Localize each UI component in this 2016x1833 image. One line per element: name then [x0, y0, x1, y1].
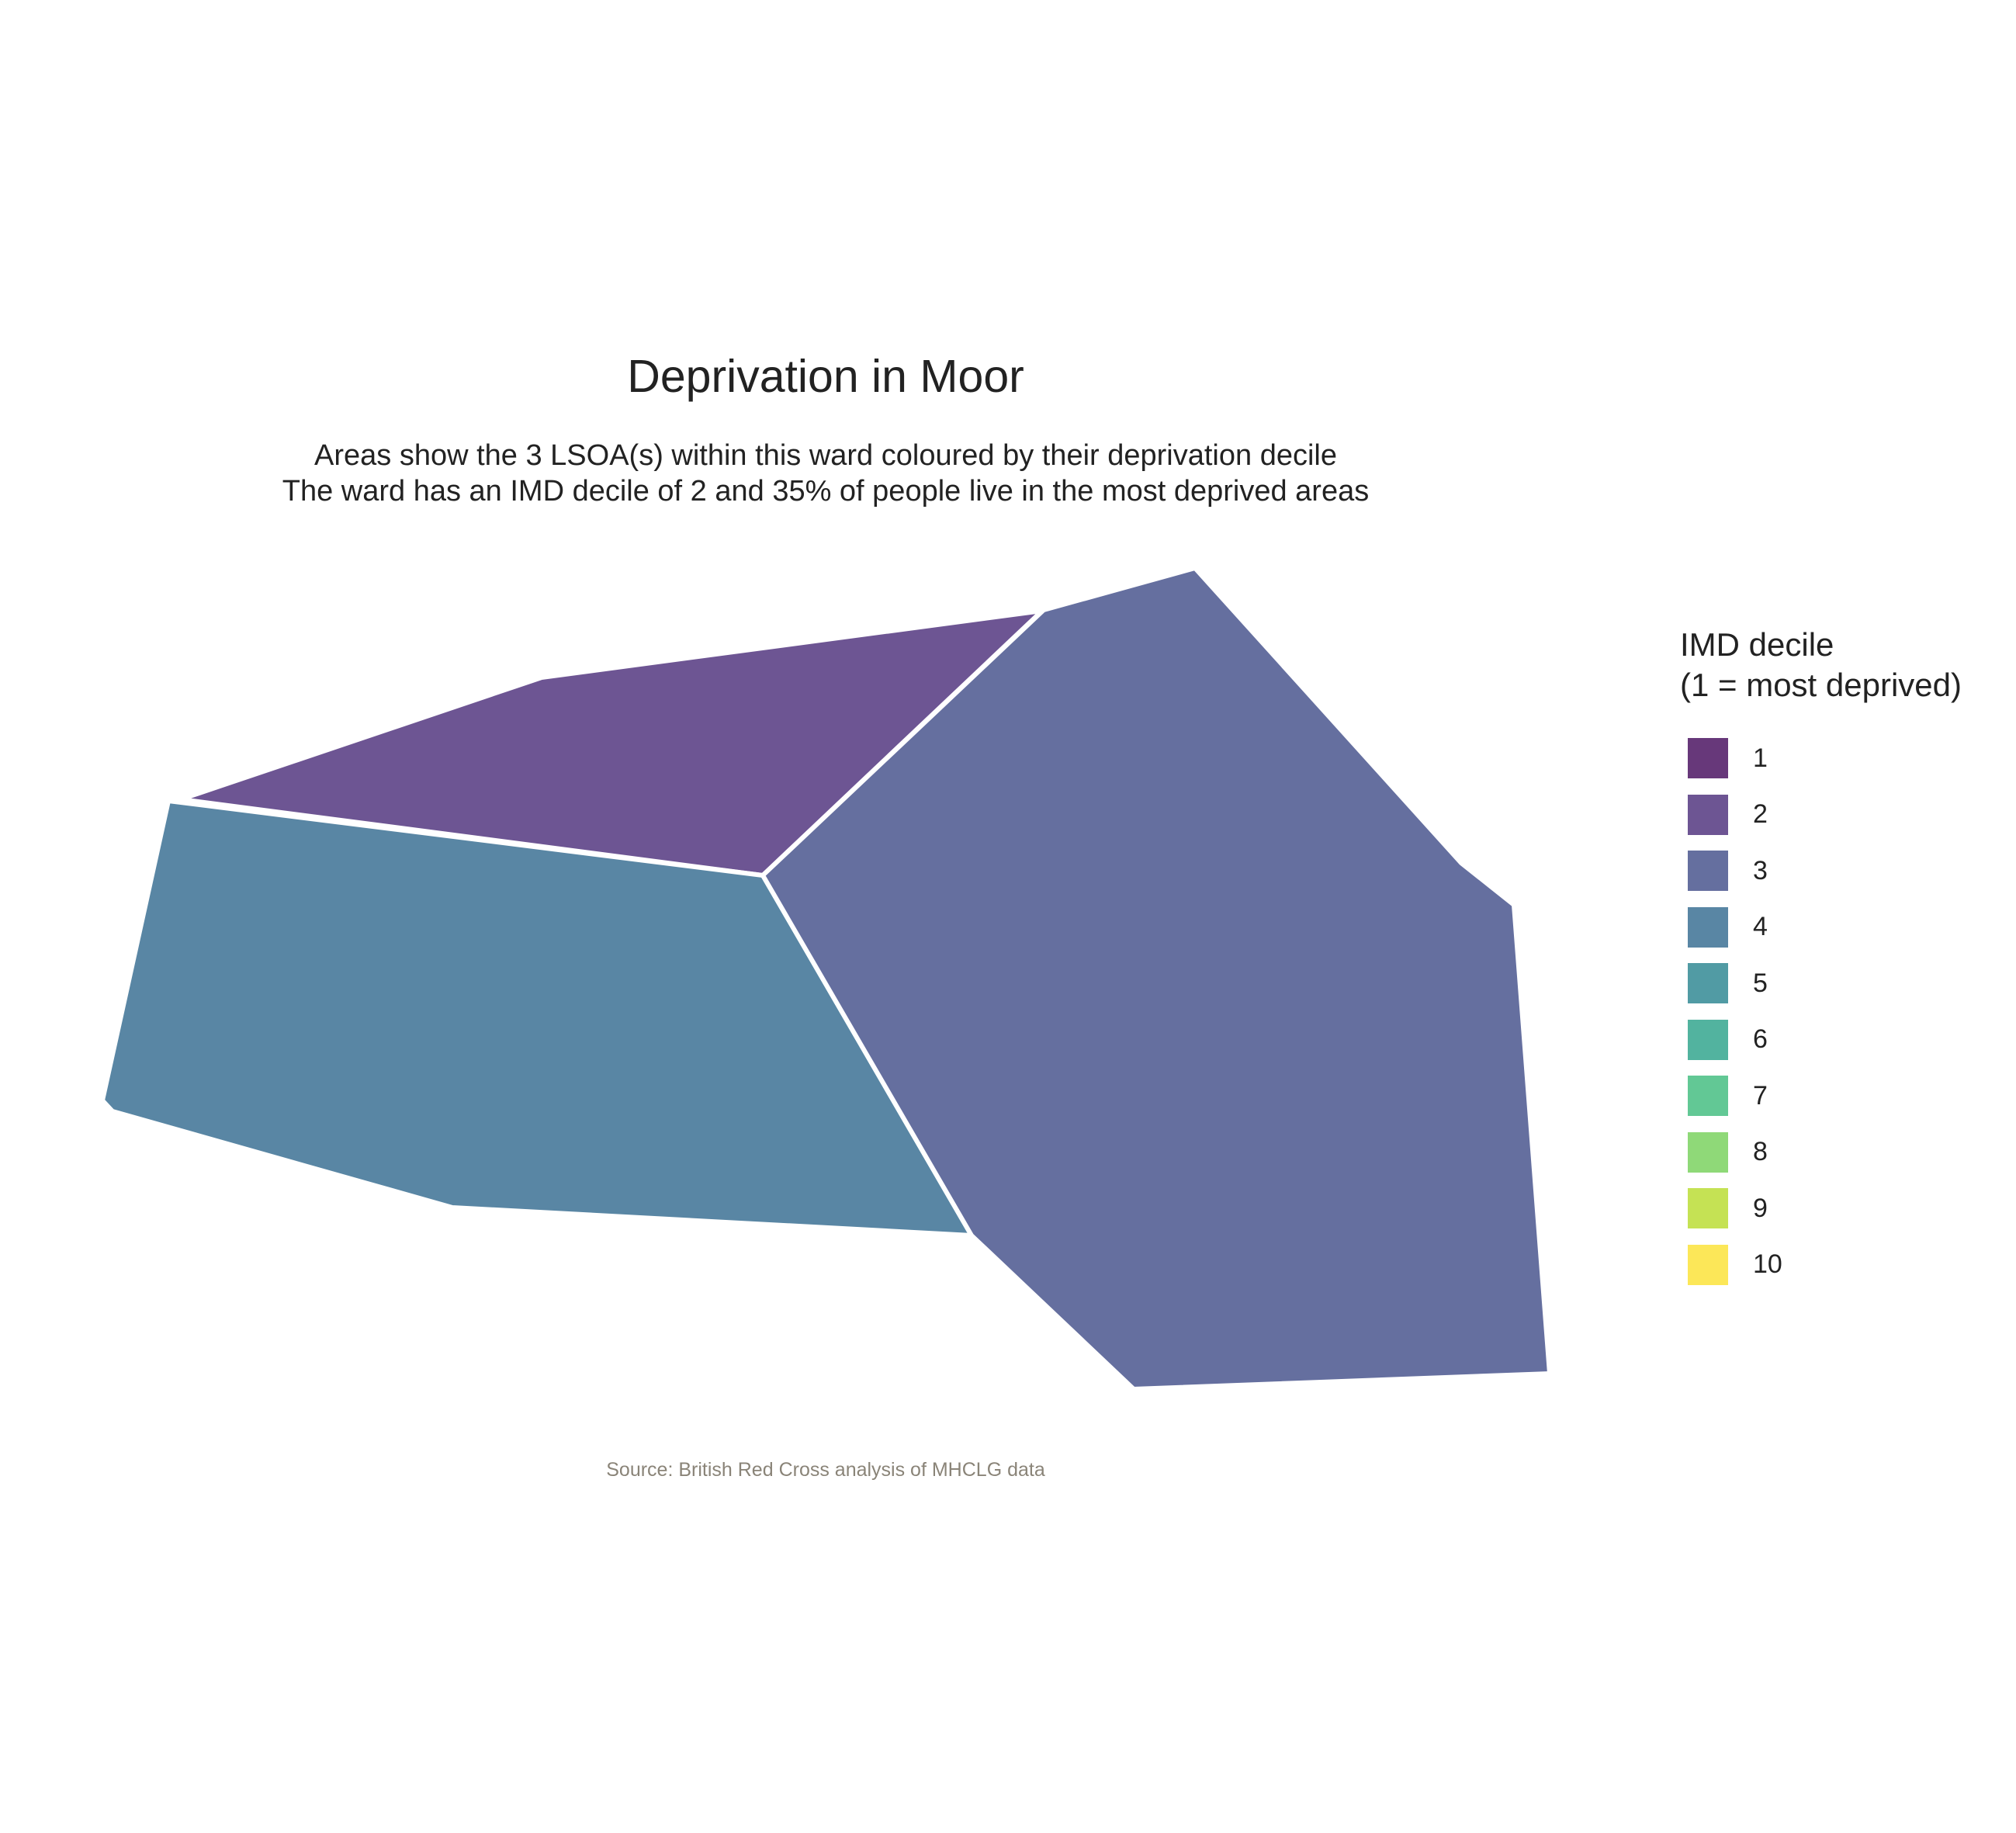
legend-swatch — [1688, 794, 1728, 835]
legend-item-decile-9: 9 — [1680, 1180, 1962, 1237]
legend-item-decile-3: 3 — [1680, 843, 1962, 899]
legend-label: 9 — [1753, 1193, 1768, 1223]
legend-item-decile-5: 5 — [1680, 955, 1962, 1012]
legend-swatch — [1688, 1244, 1728, 1285]
legend-label: 8 — [1753, 1137, 1768, 1167]
legend-item-decile-6: 6 — [1680, 1012, 1962, 1069]
legend-title-line-1: IMD decile — [1680, 626, 1834, 663]
legend-label: 10 — [1753, 1249, 1782, 1280]
legend-item-decile-1: 1 — [1680, 730, 1962, 787]
legend-swatch — [1688, 1131, 1728, 1173]
legend-swatch — [1688, 738, 1728, 779]
legend-label: 7 — [1753, 1080, 1768, 1111]
legend-label: 5 — [1753, 968, 1768, 998]
legend-item-decile-7: 7 — [1680, 1068, 1962, 1124]
map-caption: Source: British Red Cross analysis of MH… — [606, 1459, 1045, 1481]
legend-swatch — [1688, 963, 1728, 1004]
legend-swatch — [1688, 851, 1728, 892]
legend-title-line-2: (1 = most deprived) — [1680, 667, 1962, 703]
legend-label: 1 — [1753, 743, 1768, 773]
legend-label: 3 — [1753, 855, 1768, 885]
legend-item-decile-4: 4 — [1680, 899, 1962, 956]
legend-item-decile-8: 8 — [1680, 1124, 1962, 1181]
legend-swatch — [1688, 906, 1728, 948]
legend-swatch — [1688, 1019, 1728, 1060]
map-subtitle-line-2: The ward has an IMD decile of 2 and 35% … — [282, 475, 1370, 508]
legend-item-decile-10: 10 — [1680, 1237, 1962, 1294]
map-title: Deprivation in Moor — [627, 351, 1024, 402]
lsoa-area-east — [760, 566, 1552, 1391]
legend-swatch — [1688, 1188, 1728, 1229]
legend-swatch — [1688, 1076, 1728, 1117]
legend-item-decile-2: 2 — [1680, 787, 1962, 844]
legend: IMD decile (1 = most deprived) 1 2 3 4 5 6 7 8 9… — [1680, 625, 1962, 1293]
legend-label: 2 — [1753, 799, 1768, 830]
legend-label: 4 — [1753, 912, 1768, 942]
map-subtitle-line-1: Areas show the 3 LSOA(s) within this war… — [314, 439, 1337, 472]
legend-items: 1 2 3 4 5 6 7 8 9 10 — [1680, 730, 1962, 1293]
legend-label: 6 — [1753, 1024, 1768, 1055]
